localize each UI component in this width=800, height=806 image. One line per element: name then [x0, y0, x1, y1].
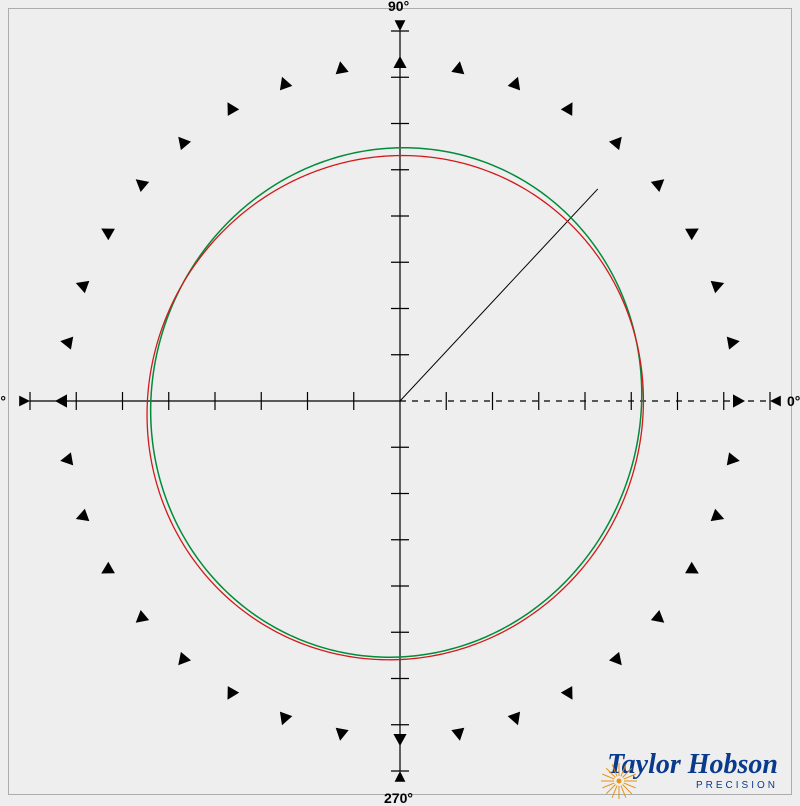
angle-marker [276, 75, 293, 91]
angle-marker [685, 562, 702, 579]
angle-marker [711, 277, 727, 294]
angle-label-270: 270° [384, 790, 413, 806]
logo-sunburst-icon [597, 759, 641, 803]
angle-marker [451, 60, 466, 74]
angle-marker [59, 335, 73, 350]
angle-marker [508, 712, 525, 728]
angle-marker [651, 610, 669, 628]
angle-marker [727, 335, 741, 350]
angle-marker [74, 277, 90, 294]
angle-marker [55, 394, 67, 407]
angle-marker [561, 686, 578, 703]
angle-marker [98, 562, 115, 579]
angle-marker [98, 223, 115, 240]
angle-marker [733, 394, 745, 407]
angle-marker [393, 734, 406, 746]
angle-marker [74, 509, 90, 526]
angle-marker [173, 652, 191, 670]
angle-marker [561, 99, 578, 116]
angle-marker [609, 132, 627, 150]
angle-marker [334, 60, 349, 74]
trace-red-circle [147, 156, 643, 660]
angle-marker [131, 610, 149, 628]
angle-marker [173, 132, 191, 150]
angle-marker [651, 174, 669, 192]
angle-marker [451, 728, 466, 742]
trace-green-circle [151, 148, 642, 657]
angle-marker [609, 652, 627, 670]
angle-marker [334, 728, 349, 742]
angle-label-0: 0° [787, 393, 800, 409]
angle-marker [276, 712, 293, 728]
angle-marker [131, 174, 149, 192]
angle-marker [59, 452, 73, 467]
angle-marker [508, 75, 525, 91]
angle-label-90: 90° [388, 0, 409, 14]
brand-logo: Taylor Hobson PRECISION [607, 751, 778, 791]
angle-marker [222, 99, 239, 116]
angle-marker [711, 509, 727, 526]
angle-marker [393, 56, 406, 68]
angle-marker [727, 452, 741, 467]
angle-marker [222, 686, 239, 703]
polar-plot [0, 0, 800, 803]
angle-marker [685, 223, 702, 240]
angle-label-180: 180° [0, 393, 6, 409]
